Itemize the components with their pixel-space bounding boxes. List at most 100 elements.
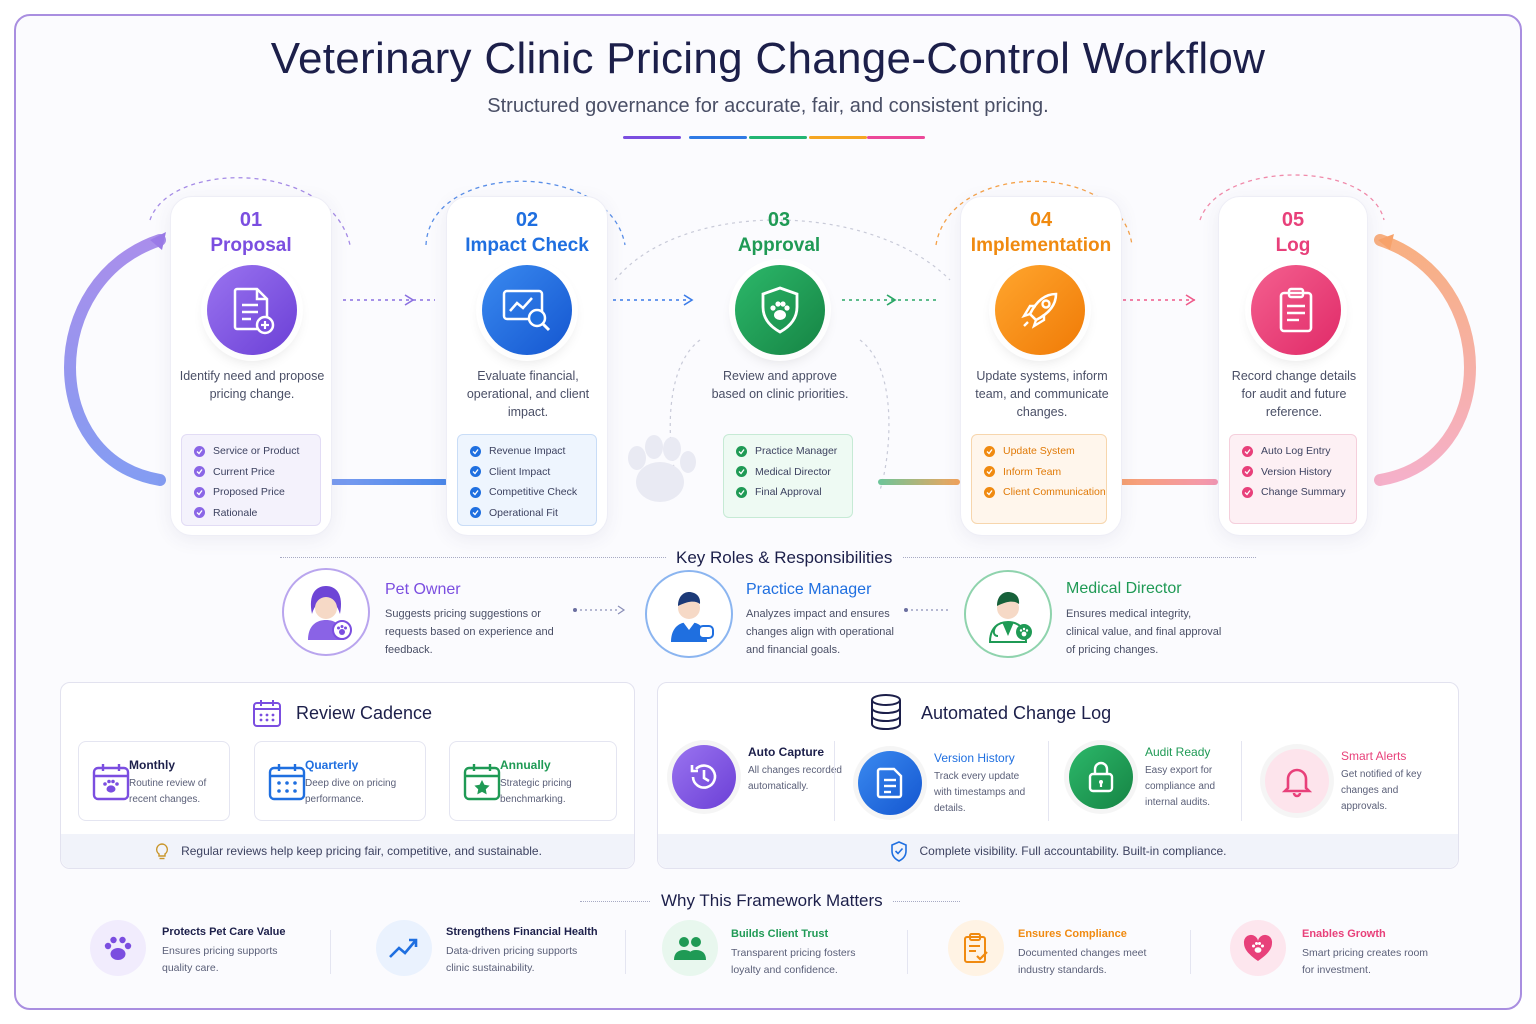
page-title: Veterinary Clinic Pricing Change-Control… (270, 34, 1266, 83)
divider (330, 930, 331, 974)
check-icon (736, 486, 747, 498)
check-icon (736, 445, 747, 457)
step-title: Impact Check (465, 235, 589, 256)
checklist-item: Service or Product (194, 441, 320, 462)
log-title: Version History (934, 751, 1015, 765)
step-card-log: 05 Log Record change details for audit a… (1218, 196, 1368, 536)
accent-bar-purple (623, 136, 681, 139)
checklist-item: Final Approval (736, 482, 852, 503)
why-title: Enables Growth (1302, 928, 1386, 940)
checklist-item: Change Summary (1242, 482, 1356, 503)
cadence-desc: Deep dive on pricing performance. (305, 778, 397, 805)
check-icon (736, 466, 747, 478)
step-number: 02 (515, 209, 539, 231)
check-icon (470, 466, 481, 478)
calendar-star-icon (463, 764, 501, 801)
step-description: Evaluate financial, operational, and cli… (466, 369, 590, 419)
log-desc: All changes recorded automatically. (748, 765, 842, 792)
step-checklist: Update System Inform Team Client Communi… (971, 434, 1107, 524)
pet-owner-avatar (282, 568, 370, 656)
accent-bar-green (749, 136, 807, 139)
step-description: Record change details for audit and futu… (1231, 369, 1357, 419)
review-cadence-title: Review Cadence (296, 703, 433, 723)
check-icon (1242, 466, 1253, 478)
change-log-footer: Complete visibility. Full accountability… (658, 834, 1458, 868)
people-icon (662, 920, 718, 976)
cadence-desc: Strategic pricing benchmarking. (500, 778, 572, 805)
step-description: Review and approve based on clinic prior… (711, 369, 849, 401)
log-title: Smart Alerts (1341, 749, 1407, 763)
step-card-impact-check: 02 Impact Check Evaluate financial, oper… (446, 196, 608, 536)
divider (1048, 741, 1049, 821)
check-icon (194, 486, 205, 498)
role-desc-pet-owner: Suggests pricing suggestions or requests… (385, 608, 554, 656)
why-title: Builds Client Trust (731, 928, 829, 940)
why-title: Protects Pet Care Value (162, 926, 286, 938)
step-number: 03 (767, 209, 791, 231)
heart-paw-icon (1230, 920, 1286, 976)
shield-check-icon (891, 841, 908, 862)
step-number: 04 (1029, 209, 1053, 231)
step-number: 01 (239, 209, 263, 231)
why-desc: Documented changes meet industry standar… (1018, 947, 1147, 976)
log-title: Auto Capture (748, 745, 824, 759)
medical-director-avatar (964, 570, 1052, 658)
calendar-paw-icon (92, 764, 130, 801)
log-desc: Easy export for compliance and internal … (1145, 765, 1216, 808)
check-icon (470, 486, 481, 498)
step-title: Proposal (210, 235, 292, 256)
step-checklist: Auto Log Entry Version History Change Su… (1229, 434, 1357, 524)
cadence-desc: Routine review of recent changes. (129, 778, 207, 805)
flow-line-4 (1112, 479, 1218, 485)
cadence-title: Annually (500, 758, 551, 772)
checklist-item: Inform Team (984, 462, 1106, 483)
paw-watermark-icon (628, 435, 696, 502)
clipboard-icon (1251, 265, 1341, 355)
trending-up-icon (376, 920, 432, 976)
checklist-item: Practice Manager (736, 441, 852, 462)
bell-icon (1265, 749, 1329, 813)
checklist-item: Version History (1242, 462, 1356, 483)
step-title: Log (1275, 235, 1311, 256)
paw-icon (90, 920, 146, 976)
checklist-item: Client Impact (470, 462, 596, 483)
review-cadence-panel: Review Cadence Monthly Routine review of… (60, 682, 635, 869)
review-cadence-footer: Regular reviews help keep pricing fair, … (61, 834, 634, 868)
divider (834, 741, 835, 821)
check-icon (1242, 486, 1253, 498)
flow-line-1 (330, 479, 448, 485)
practice-manager-avatar (645, 570, 733, 658)
step-title: Implementation (970, 235, 1112, 256)
database-icon (871, 694, 901, 731)
why-desc: Smart pricing creates room for investmen… (1302, 947, 1429, 976)
step-title: Approval (737, 235, 821, 256)
step-checklist: Practice Manager Medical Director Final … (723, 434, 853, 518)
step-card-implementation: 04 Implementation Update systems, inform… (960, 196, 1122, 536)
log-desc: Get notified of key changes and approval… (1341, 769, 1422, 812)
checklist-item: Medical Director (736, 462, 852, 483)
checklist-item: Update System (984, 441, 1106, 462)
flow-line-3 (878, 479, 960, 485)
role-name-practice-manager: Practice Manager (746, 581, 872, 598)
why-title: Ensures Compliance (1018, 928, 1127, 940)
divider (1241, 741, 1242, 821)
check-icon (984, 445, 995, 457)
calendar-grid-icon (268, 764, 306, 801)
log-desc: Track every update with timestamps and d… (934, 771, 1026, 814)
lightbulb-icon (156, 843, 169, 860)
accent-bar-blue (689, 136, 747, 139)
check-icon (194, 445, 205, 457)
checklist-item: Current Price (194, 462, 320, 483)
step-checklist: Service or Product Current Price Propose… (181, 434, 321, 526)
check-icon (194, 466, 205, 478)
cadence-card-quarterly: Quarterly Deep dive on pricing performan… (254, 741, 426, 821)
check-icon (470, 445, 481, 457)
role-name-pet-owner: Pet Owner (385, 581, 461, 598)
why-title: Strengthens Financial Health (446, 926, 598, 938)
cadence-card-monthly: Monthly Routine review of recent changes… (78, 741, 230, 821)
page-subtitle: Structured governance for accurate, fair… (487, 95, 1049, 117)
change-log-panel: Automated Change Log Auto Capture All ch… (657, 682, 1459, 869)
role-desc-medical-director: Ensures medical integrity, clinical valu… (1066, 608, 1222, 656)
cadence-card-annually: Annually Strategic pricing benchmarking. (449, 741, 617, 821)
step-description: Update systems, inform team, and communi… (975, 369, 1109, 419)
